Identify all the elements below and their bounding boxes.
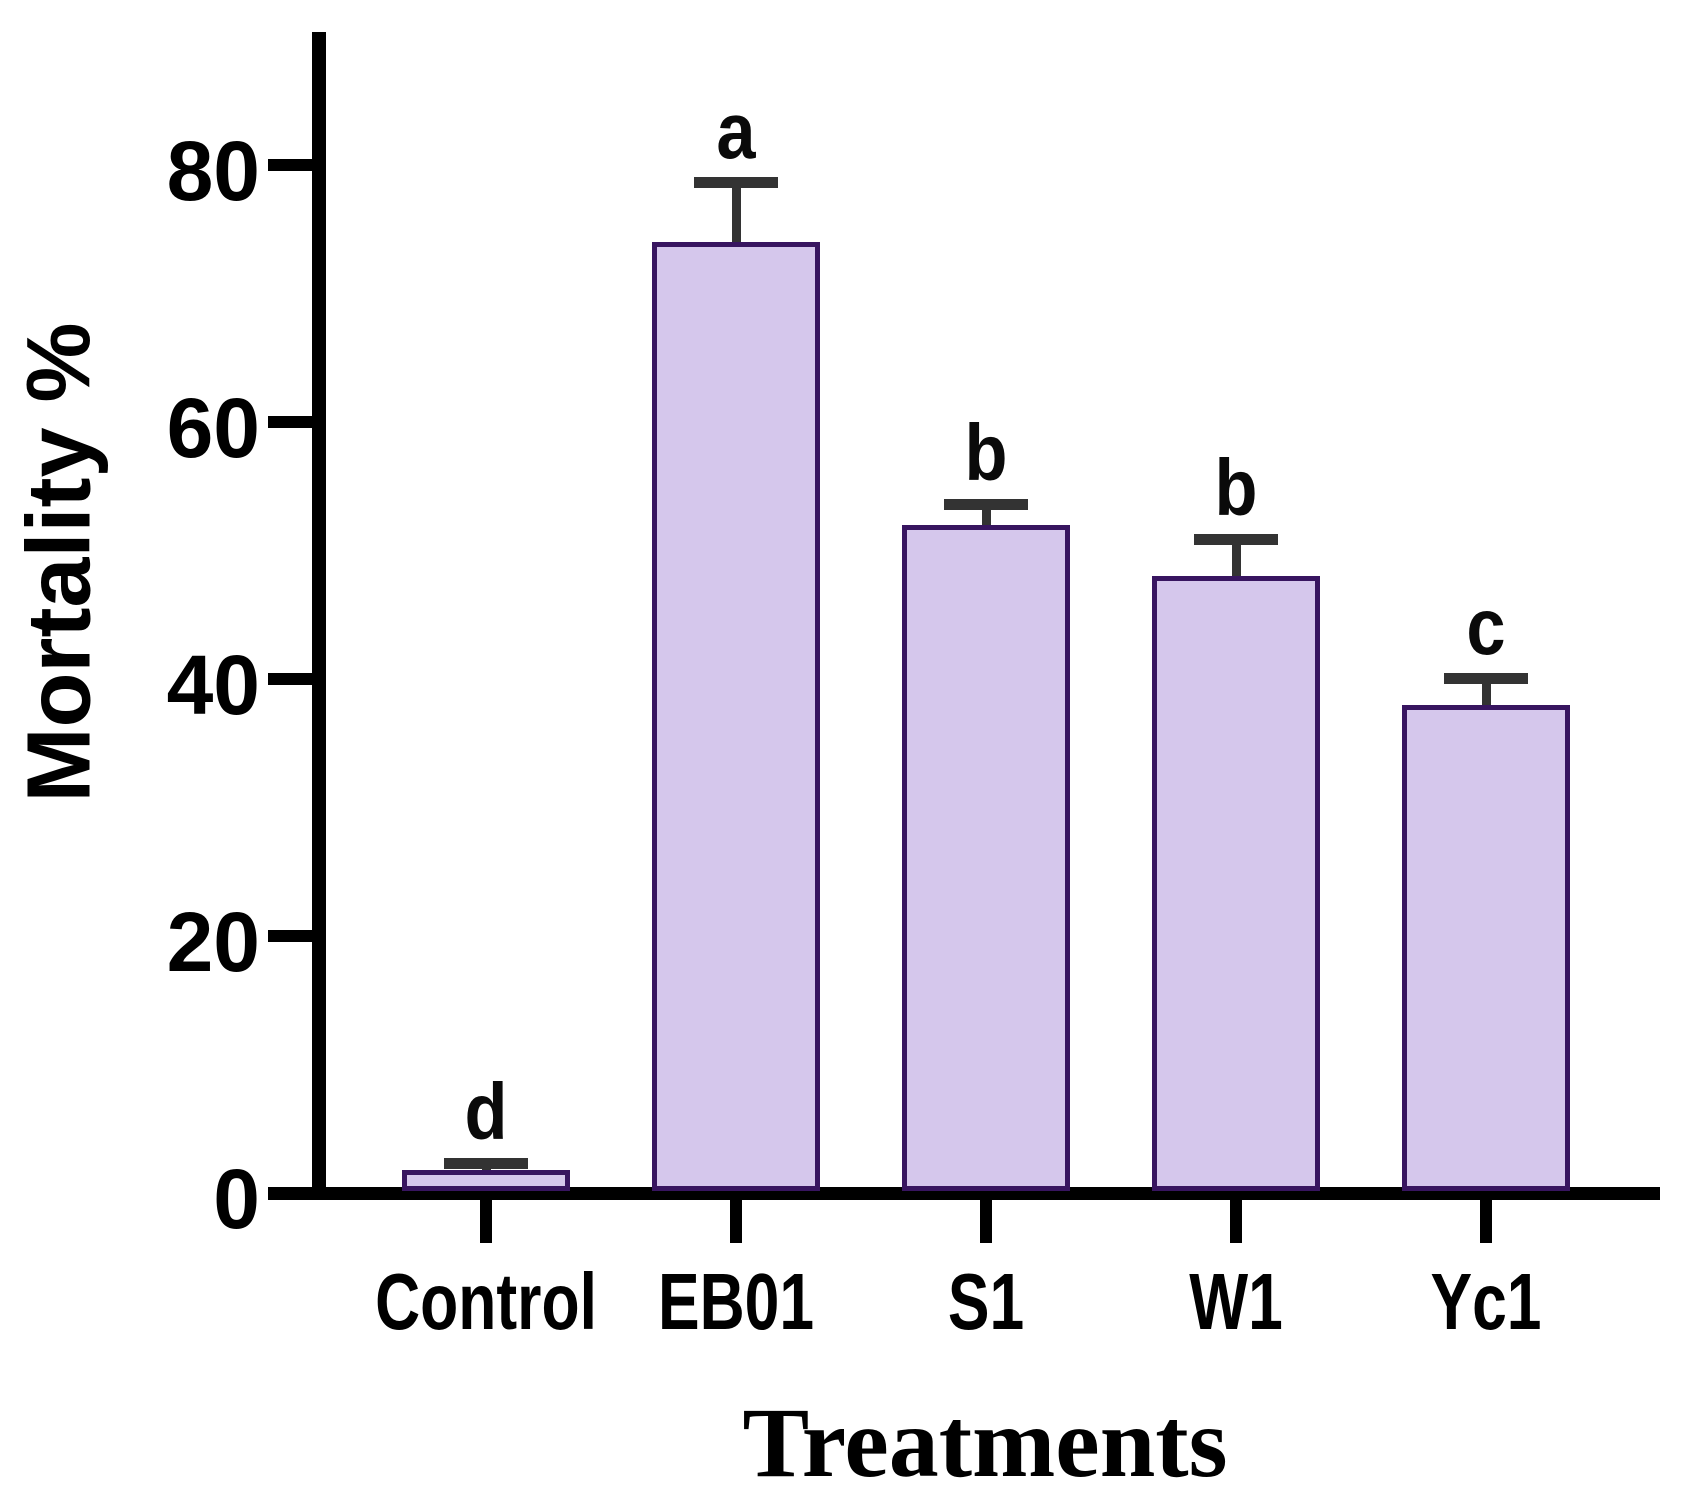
bar — [652, 242, 820, 1191]
y-axis-tick — [268, 930, 321, 942]
x-axis-category-label: S1 — [947, 1257, 1025, 1346]
significance-letter: d — [464, 1067, 508, 1157]
y-axis-title: Mortality % — [9, 322, 110, 803]
error-bar-cap — [1444, 672, 1528, 684]
error-bar-stem — [1482, 677, 1491, 709]
significance-letter: a — [716, 85, 756, 175]
x-axis-tick — [730, 1200, 742, 1243]
error-bar-cap — [444, 1158, 528, 1170]
y-axis-tick-label: 40 — [166, 638, 260, 732]
error-bar-cap — [694, 176, 778, 188]
x-axis-tick — [480, 1200, 492, 1243]
y-axis-tick-label: 20 — [166, 895, 260, 989]
bar — [402, 1169, 570, 1191]
x-axis-title: Treatments — [742, 1387, 1228, 1498]
x-axis-tick — [1230, 1200, 1242, 1243]
bar — [1402, 704, 1570, 1191]
x-axis-category-label: Yc1 — [1430, 1257, 1542, 1346]
x-axis-category-label: W1 — [1189, 1257, 1283, 1346]
significance-letter: b — [1214, 442, 1258, 532]
y-axis-line — [312, 32, 326, 1200]
error-bar-stem — [982, 504, 991, 529]
bar — [902, 524, 1070, 1191]
y-axis-tick — [268, 673, 321, 685]
y-axis-tick — [268, 159, 321, 171]
significance-letter: b — [964, 408, 1008, 498]
y-axis-tick-label: 60 — [166, 381, 260, 475]
error-bar-stem — [732, 181, 741, 247]
x-axis-category-label: Control — [375, 1257, 597, 1346]
error-bar-cap — [944, 499, 1028, 511]
x-axis-category-label: EB01 — [657, 1257, 815, 1346]
error-bar-cap — [1194, 533, 1278, 545]
x-axis-tick — [980, 1200, 992, 1243]
y-axis-tick — [268, 416, 321, 428]
y-axis-tick-label: 80 — [166, 124, 260, 218]
y-axis-tick-label: 0 — [213, 1152, 260, 1246]
bar — [1152, 576, 1320, 1191]
x-axis-tick — [1480, 1200, 1492, 1243]
error-bar-stem — [1232, 538, 1241, 581]
significance-letter: c — [1466, 581, 1506, 671]
